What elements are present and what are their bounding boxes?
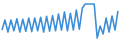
chart bbox=[0, 0, 120, 45]
line bbox=[2, 4, 118, 38]
plot-area bbox=[2, 4, 118, 38]
